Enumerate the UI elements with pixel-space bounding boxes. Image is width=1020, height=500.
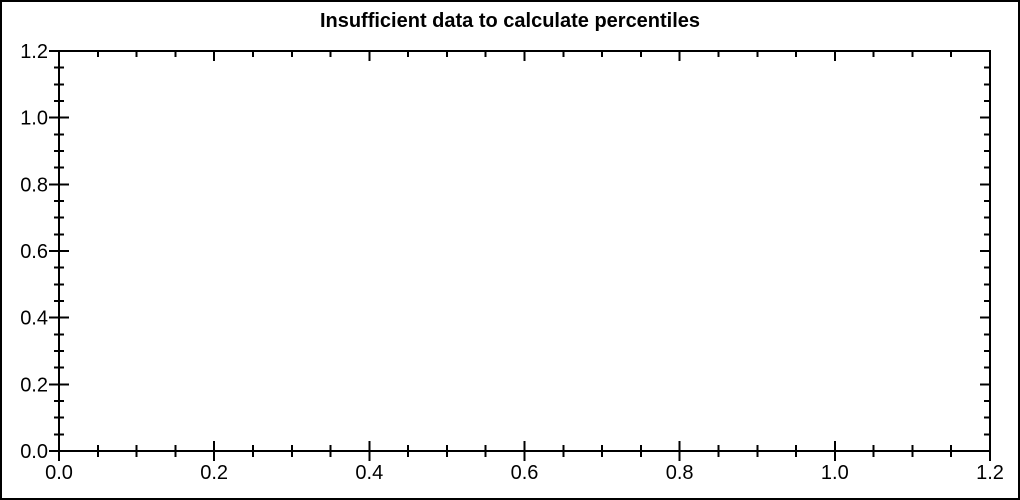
y-tick-label: 0.6 — [20, 241, 48, 263]
y-tick-label: 0.0 — [20, 441, 48, 463]
y-tick-label: 0.2 — [20, 374, 48, 396]
x-tick-label: 0.6 — [511, 462, 539, 484]
y-tick-label: 1.0 — [20, 108, 48, 130]
x-tick-label: 0.2 — [200, 462, 228, 484]
x-tick-label: 1.0 — [821, 462, 849, 484]
plot-area-frame — [58, 50, 991, 452]
y-tick-label: 1.2 — [20, 41, 48, 63]
x-tick-label: 1.2 — [976, 462, 1004, 484]
x-tick-label: 0.8 — [666, 462, 694, 484]
y-tick-label: 0.8 — [20, 174, 48, 196]
chart-title: Insufficient data to calculate percentil… — [319, 10, 701, 32]
x-tick-label: 0.4 — [355, 462, 383, 484]
x-tick-label: 0.0 — [45, 462, 73, 484]
y-tick-label: 0.4 — [20, 308, 48, 330]
